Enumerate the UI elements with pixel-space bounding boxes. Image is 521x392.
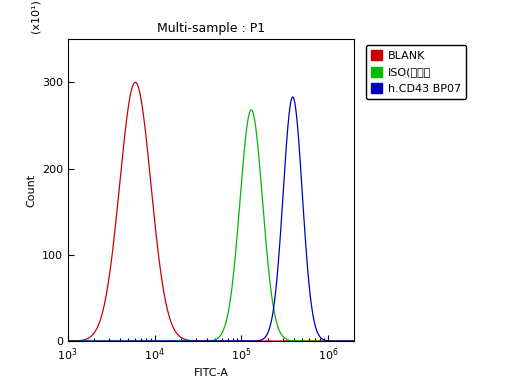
h.CD43 BP07 (168, 339, 175, 343)
BLANK (292, 339, 299, 343)
ISO(多抗） (79, 339, 85, 343)
h.CD43 BP07 (290, 94, 296, 99)
BLANK (168, 321, 175, 326)
BLANK (65, 339, 71, 343)
Legend: BLANK, ISO(多抗）, h.CD43 BP07: BLANK, ISO(多抗）, h.CD43 BP07 (366, 45, 466, 99)
Text: (x10¹): (x10¹) (30, 0, 41, 33)
BLANK (132, 80, 139, 85)
ISO(多抗） (277, 330, 283, 335)
h.CD43 BP07 (79, 339, 85, 343)
BLANK (277, 339, 283, 343)
ISO(多抗） (351, 339, 357, 343)
BLANK (351, 339, 357, 343)
Y-axis label: Count: Count (26, 174, 36, 207)
X-axis label: FITC-A: FITC-A (194, 368, 228, 378)
ISO(多抗） (168, 339, 175, 343)
h.CD43 BP07 (234, 339, 240, 343)
h.CD43 BP07 (351, 339, 357, 343)
Title: Multi-sample : P1: Multi-sample : P1 (157, 22, 265, 35)
h.CD43 BP07 (292, 105, 299, 109)
ISO(多抗） (65, 339, 71, 343)
h.CD43 BP07 (277, 236, 283, 241)
Line: h.CD43 BP07: h.CD43 BP07 (68, 97, 354, 341)
h.CD43 BP07 (65, 339, 71, 343)
Line: ISO(多抗）: ISO(多抗） (68, 110, 354, 341)
BLANK (234, 339, 241, 343)
ISO(多抗） (246, 110, 253, 114)
ISO(多抗） (248, 107, 254, 112)
h.CD43 BP07 (246, 339, 253, 343)
ISO(多抗） (292, 339, 299, 343)
Line: BLANK: BLANK (68, 82, 354, 341)
ISO(多抗） (234, 232, 240, 236)
BLANK (246, 339, 253, 343)
BLANK (79, 338, 85, 343)
